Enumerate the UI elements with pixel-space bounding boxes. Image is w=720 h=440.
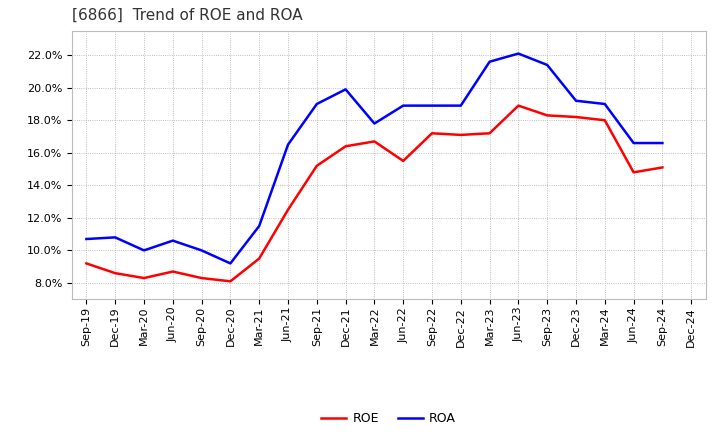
ROE xyxy=(370,139,379,144)
ROE xyxy=(312,163,321,169)
ROA xyxy=(341,87,350,92)
ROA xyxy=(284,142,292,147)
ROE xyxy=(341,143,350,149)
ROA xyxy=(456,103,465,108)
ROA xyxy=(543,62,552,68)
ROE xyxy=(600,117,609,123)
ROA xyxy=(168,238,177,243)
ROE xyxy=(514,103,523,108)
ROE xyxy=(197,275,206,281)
ROE xyxy=(82,261,91,266)
ROE xyxy=(428,131,436,136)
ROA xyxy=(514,51,523,56)
ROA xyxy=(312,101,321,106)
ROA xyxy=(629,140,638,146)
ROA xyxy=(658,140,667,146)
ROE xyxy=(456,132,465,138)
ROE xyxy=(226,279,235,284)
ROA xyxy=(399,103,408,108)
ROE xyxy=(140,275,148,281)
ROE xyxy=(255,256,264,261)
ROA xyxy=(82,236,91,242)
ROA xyxy=(111,235,120,240)
Text: [6866]  Trend of ROE and ROA: [6866] Trend of ROE and ROA xyxy=(72,7,302,23)
ROA xyxy=(428,103,436,108)
ROE xyxy=(284,207,292,213)
ROA xyxy=(255,224,264,229)
Line: ROE: ROE xyxy=(86,106,662,281)
ROE xyxy=(572,114,580,120)
ROE xyxy=(658,165,667,170)
Legend: ROE, ROA: ROE, ROA xyxy=(317,407,461,430)
ROE xyxy=(629,170,638,175)
Line: ROA: ROA xyxy=(86,54,662,264)
ROA xyxy=(226,261,235,266)
ROE xyxy=(168,269,177,274)
ROE xyxy=(111,271,120,276)
ROA xyxy=(370,121,379,126)
ROE xyxy=(543,113,552,118)
ROE xyxy=(485,131,494,136)
ROE xyxy=(399,158,408,164)
ROA xyxy=(485,59,494,64)
ROA xyxy=(197,248,206,253)
ROA xyxy=(600,101,609,106)
ROA xyxy=(572,98,580,103)
ROA xyxy=(140,248,148,253)
